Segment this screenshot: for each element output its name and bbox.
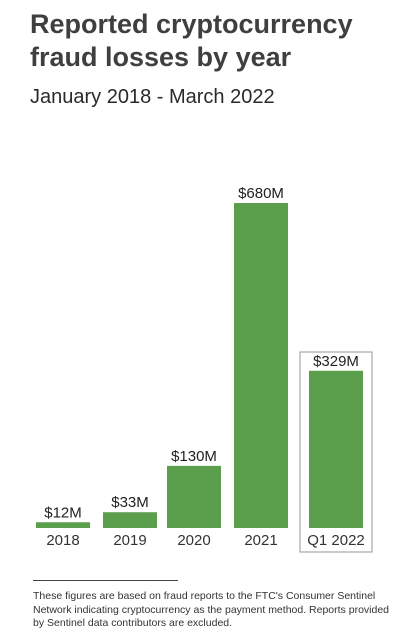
category-label-q1-2022: Q1 2022	[307, 532, 365, 549]
bar-q1-2022	[309, 370, 363, 528]
bar-2018	[36, 522, 90, 528]
category-label-2018: 2018	[46, 532, 79, 549]
bar-2019	[103, 512, 157, 528]
value-label-2019: $33M	[111, 494, 149, 511]
category-label-2019: 2019	[113, 532, 146, 549]
bar-2021	[234, 203, 288, 528]
category-label-2020: 2020	[177, 532, 210, 549]
category-label-2021: 2021	[244, 532, 277, 549]
value-label-2018: $12M	[44, 504, 82, 521]
value-label-q1-2022: $329M	[313, 353, 359, 370]
footnote-divider	[33, 580, 178, 581]
value-label-2020: $130M	[171, 448, 217, 465]
value-label-2021: $680M	[238, 185, 284, 202]
footnote: These figures are based on fraud reports…	[33, 590, 390, 629]
bar-2020	[167, 465, 221, 528]
highlight-box-q1-2022	[299, 351, 373, 553]
chart-title: Reported cryptocurrency fraud losses by …	[30, 9, 353, 72]
chart-subtitle: January 2018 - March 2022	[30, 86, 275, 108]
